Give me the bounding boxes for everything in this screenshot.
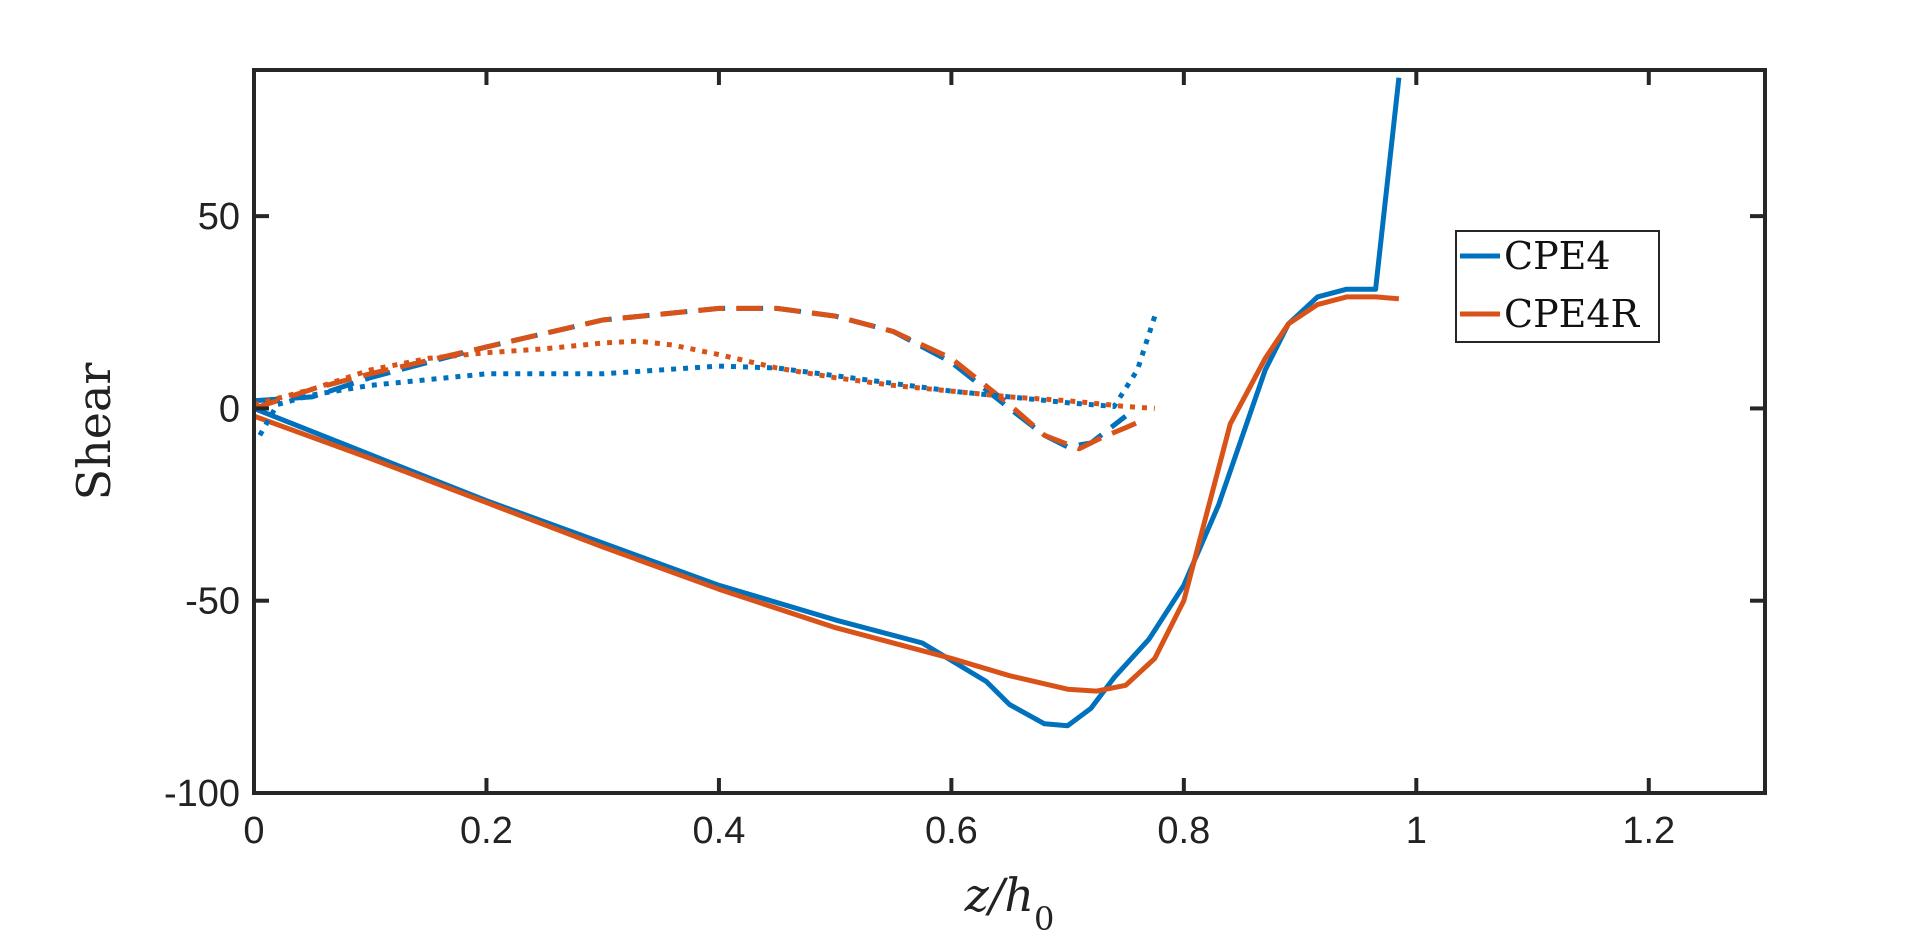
series-line-cpe4-dotted xyxy=(257,315,1158,437)
x-tick-label: 0.4 xyxy=(693,810,746,852)
x-tick-label: 1.2 xyxy=(1622,810,1675,852)
series-line-cpe4r-dotted xyxy=(254,338,1155,411)
x-axis-label: z/h0 xyxy=(964,868,1055,938)
axes-box xyxy=(252,68,1767,795)
y-tick-label: 0 xyxy=(219,388,240,430)
x-tick-label: 0.8 xyxy=(1157,810,1210,852)
x-tick-label: 0 xyxy=(243,810,264,852)
legend-label-cpe4: CPE4 xyxy=(1504,234,1611,278)
x-tick-label: 1 xyxy=(1406,810,1427,852)
series-line-cpe4r-solid xyxy=(254,294,1400,694)
y-tick-label: -100 xyxy=(164,773,240,815)
series-line-cpe4r-dashed xyxy=(254,305,1145,452)
ticks-layer xyxy=(252,70,1765,795)
legend: CPE4 CPE4R xyxy=(1455,230,1660,343)
series-line-cpe4-solid xyxy=(254,77,1402,729)
y-tick-label: 50 xyxy=(198,196,240,238)
x-tick-label: 0.2 xyxy=(460,810,513,852)
series-layer xyxy=(254,77,1402,729)
legend-box xyxy=(1455,230,1660,343)
legend-label-cpe4r: CPE4R xyxy=(1504,292,1641,336)
y-axis-label: Shear xyxy=(67,363,121,501)
x-tick-label: 0.6 xyxy=(925,810,978,852)
labels-layer: 0 0.2 0.4 0.6 0.8 1 1.2 -100 -50 0 50 xyxy=(164,196,1675,852)
y-tick-label: -50 xyxy=(185,581,240,623)
